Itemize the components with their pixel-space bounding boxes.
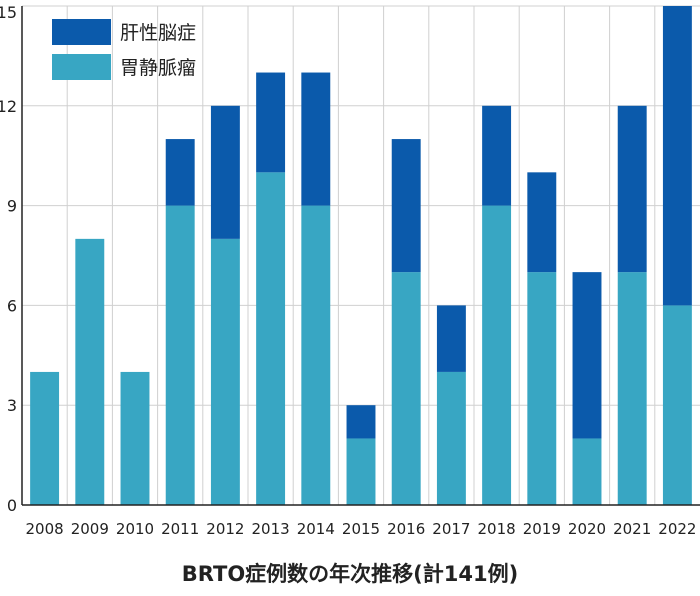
- bar-2019-series-1: [527, 172, 557, 273]
- bar-2018-series-1: [482, 105, 512, 206]
- x-tick-label: 2017: [432, 520, 470, 538]
- y-tick-label: 6: [7, 296, 17, 315]
- bar-2014-series-1: [301, 72, 331, 206]
- bar-2016-series-0: [391, 272, 421, 505]
- bar-2018-series-0: [482, 205, 512, 505]
- x-tick-label: 2022: [658, 520, 696, 538]
- legend-label: 胃静脈瘤: [120, 57, 196, 79]
- y-tick-label: 9: [7, 197, 17, 216]
- bar-2021-series-0: [617, 272, 647, 505]
- x-tick-label: 2008: [26, 520, 64, 538]
- y-tick-label: 0: [7, 496, 17, 515]
- x-tick-label: 2019: [523, 520, 561, 538]
- bar-2021-series-1: [617, 105, 647, 273]
- bar-2012-series-1: [210, 105, 240, 239]
- bar-2008-series-0: [30, 371, 60, 505]
- y-tick-label: 12: [0, 97, 17, 116]
- bar-2012-series-0: [210, 238, 240, 505]
- grid: [22, 5, 700, 506]
- x-tick-label: 2020: [568, 520, 606, 538]
- bar-2020-series-0: [572, 438, 602, 505]
- chart-title: BRTO症例数の年次推移(計141例): [181, 562, 519, 586]
- x-tick-label: 2010: [116, 520, 154, 538]
- bar-2016-series-1: [391, 139, 421, 273]
- bar-2010-series-0: [120, 371, 150, 505]
- bar-2013-series-0: [256, 172, 286, 506]
- y-tick-labels: 0 3 6 9 12 15: [0, 3, 17, 515]
- bar-2009-series-0: [75, 238, 105, 505]
- bar-2017-series-1: [436, 305, 466, 372]
- bar-2019-series-0: [527, 272, 557, 505]
- y-tick-label: 3: [7, 396, 17, 415]
- x-tick-label: 2015: [342, 520, 380, 538]
- bar-2022-series-0: [662, 305, 692, 505]
- bar-2017-series-0: [436, 371, 466, 505]
- x-tick-label: 2012: [206, 520, 244, 538]
- x-tick-label: 2014: [297, 520, 335, 538]
- x-tick-label: 2016: [387, 520, 425, 538]
- legend-swatch: [52, 54, 111, 80]
- bar-2013-series-1: [256, 72, 286, 173]
- bars: [30, 6, 692, 506]
- x-tick-label: 2009: [71, 520, 109, 538]
- y-tick-label: 15: [0, 3, 17, 22]
- legend-swatch: [52, 19, 111, 45]
- bar-2014-series-0: [301, 205, 331, 505]
- bar-2015-series-0: [346, 438, 376, 505]
- x-tick-label: 2021: [613, 520, 651, 538]
- x-tick-label: 2011: [161, 520, 199, 538]
- x-tick-label: 2013: [252, 520, 290, 538]
- bar-2015-series-1: [346, 405, 376, 439]
- x-tick-labels: 2008 2009 2010 2011 2012 2013 2014 2015 2016 2017…: [26, 520, 697, 538]
- axes: [21, 6, 700, 506]
- bar-2022-series-1: [662, 6, 692, 306]
- bar-2011-series-0: [165, 205, 195, 505]
- legend-label: 肝性脳症: [120, 22, 196, 44]
- bar-2011-series-1: [165, 139, 195, 206]
- x-tick-label: 2018: [478, 520, 516, 538]
- bar-2020-series-1: [572, 272, 602, 439]
